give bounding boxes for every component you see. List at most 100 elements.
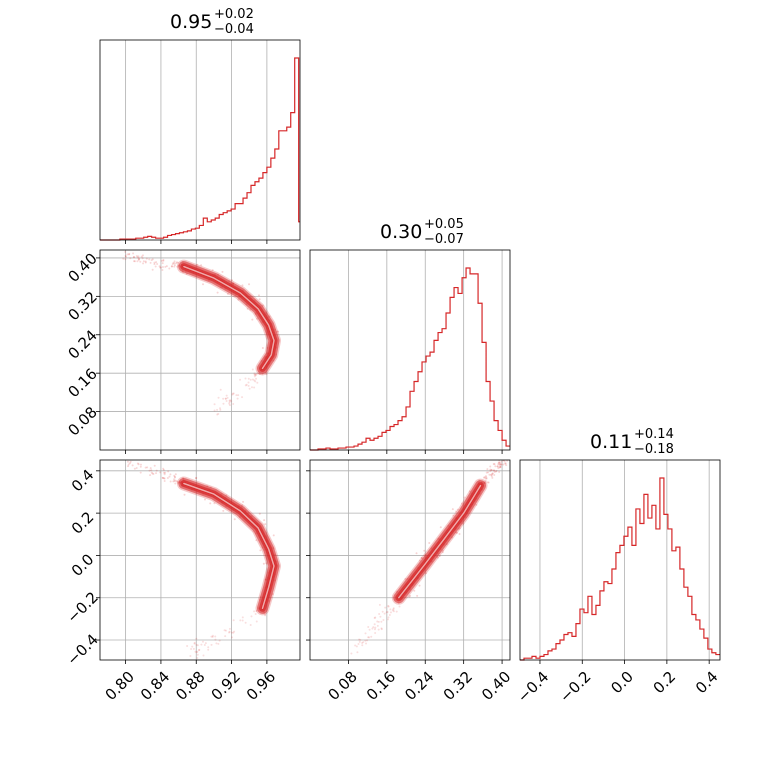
panel-1-2-sample	[364, 639, 367, 642]
panel-0-1-sample	[161, 262, 164, 265]
param-title-plus-1: +0.05	[424, 217, 464, 232]
panel-0-2-sample	[196, 656, 199, 659]
panel-0-1-sample	[145, 257, 148, 260]
panel-0-2-sample	[137, 463, 140, 466]
panel-0-1-sample	[154, 265, 157, 268]
panel-1-2-sample	[378, 603, 381, 606]
xtick-label: 0.0	[607, 668, 637, 698]
panel-0-1-sample	[162, 259, 165, 262]
panel-0-1-sample	[219, 388, 222, 391]
panel-0-2-sample	[232, 619, 235, 622]
panel-0-1-sample	[247, 377, 250, 380]
panel-0-1-sample	[161, 266, 164, 269]
panel-0-2-sample	[213, 502, 216, 505]
panel-0-1-sample	[149, 261, 152, 264]
panel-0-2-sample	[223, 629, 226, 632]
panel-0-2-sample	[149, 467, 152, 470]
panel-0-2-sample	[130, 457, 132, 459]
panel-0-1-sample	[248, 387, 251, 390]
panel-1-2-sample	[386, 610, 389, 613]
panel-0-2-sample	[168, 475, 171, 478]
panel-1-2-sample	[385, 611, 388, 614]
panel-0-2-sample	[249, 624, 252, 627]
panel-1-2-sample	[386, 618, 389, 621]
panel-1-2-sample	[355, 645, 358, 648]
panel-1-2-sample	[389, 608, 392, 611]
panel-0-2-sample	[200, 643, 203, 646]
panel-0-2-sample	[264, 523, 267, 526]
panel-0-1-contour-gap	[183, 265, 275, 370]
panel-0-2-sample	[164, 471, 167, 474]
param-title-2: 0.11	[590, 431, 632, 453]
panel-0-1-sample	[247, 381, 250, 384]
hist-2-frame	[519, 459, 721, 661]
panel-0-1-marks	[122, 250, 281, 416]
panel-0-1-sample	[277, 330, 280, 333]
hist-2-axes	[539, 460, 710, 664]
panel-1-2-sample	[484, 480, 487, 483]
panel-0-1-sample	[221, 270, 224, 273]
panel-1-2-sample	[374, 626, 377, 629]
panel-0-2-sample	[195, 643, 198, 646]
panel-0-1-sample	[162, 258, 165, 261]
panel-0-1-sample	[196, 263, 199, 266]
panel-0-2-sample	[239, 619, 242, 622]
panel-0-1-sample	[230, 400, 233, 403]
panel-0-2-sample	[133, 467, 136, 470]
panel-1-2-sample	[374, 616, 377, 619]
param-title-0: 0.95	[170, 11, 212, 33]
panel-0-1-sample	[253, 372, 256, 375]
panel-0-2-sample	[175, 480, 178, 483]
panel-1-2-sample	[420, 557, 423, 560]
panel-1-2-sample	[350, 652, 353, 655]
panel-0-1-sample	[155, 261, 158, 264]
panel-0-1-sample	[138, 257, 141, 260]
panel-1-2-sample	[387, 604, 390, 607]
panel-0-2-sample	[173, 479, 176, 482]
panel-1-2-sample	[498, 470, 501, 473]
panel-0-1-sample	[156, 262, 159, 265]
panel-0-1-sample	[256, 372, 259, 375]
panel-0-1-sample	[140, 255, 143, 258]
panel-0-1-sample	[219, 408, 222, 411]
ytick-label: −0.2	[63, 588, 101, 626]
panel-0-2-sample	[258, 512, 261, 515]
panel-1-2-sample	[413, 589, 416, 592]
panel-1-2-sample	[496, 465, 499, 468]
panel-0-1-sample	[258, 372, 261, 375]
panel-0-2-sample	[255, 610, 258, 613]
xtick-label: 0.92	[208, 668, 244, 704]
panel-0-1-sample	[168, 267, 171, 270]
panel-1-2-sample	[484, 477, 487, 480]
panel-0-2-sample	[233, 518, 236, 521]
panel-0-2-sample	[244, 621, 247, 624]
panel-1-2-sample	[490, 473, 493, 476]
xtick-label: 0.40	[478, 668, 514, 704]
panel-0-2-sample	[210, 643, 213, 646]
panel-1-2-sample	[498, 461, 501, 464]
panel-1-2-sample	[498, 466, 501, 469]
panel-0-1-frame	[99, 249, 301, 451]
panel-0-1-sample	[248, 283, 251, 286]
panel-0-2-sample	[198, 648, 201, 651]
panel-1-2-sample	[379, 615, 382, 618]
panel-0-2-sample	[202, 654, 205, 657]
panel-0-1-sample	[213, 403, 216, 406]
panel-0-2-sample	[224, 629, 227, 632]
panel-1-2-sample	[489, 473, 492, 476]
panel-1-2-sample	[451, 508, 454, 511]
panel-1-2-sample	[491, 472, 494, 475]
panel-1-2-sample	[499, 465, 502, 468]
panel-0-2-sample	[161, 476, 164, 479]
param-title-plus-0: +0.02	[214, 7, 254, 22]
panel-0-2-sample	[176, 480, 179, 483]
panel-0-2-sample	[204, 642, 207, 645]
panel-1-2-sample	[425, 572, 428, 575]
panel-1-2-sample	[354, 644, 357, 647]
panel-1-2-sample	[365, 642, 368, 645]
panel-0-1-sample	[159, 266, 162, 269]
panel-0-1-sample	[251, 378, 254, 381]
panel-0-2-sample	[186, 645, 189, 648]
panel-0-2-sample	[255, 620, 258, 623]
